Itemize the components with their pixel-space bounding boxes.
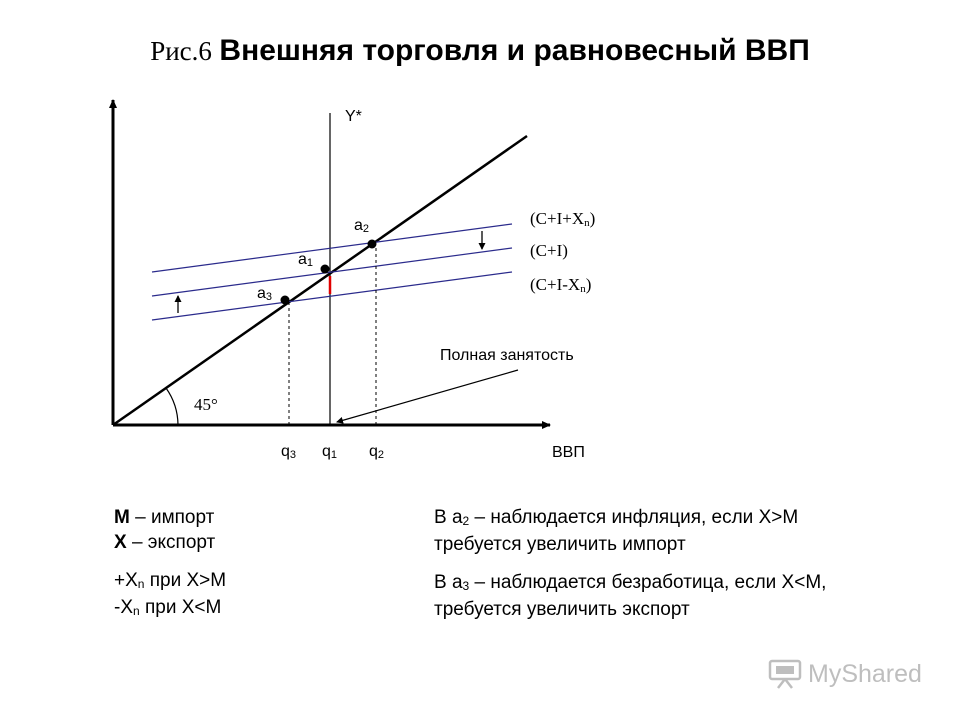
forty-five-degree-line [112, 134, 528, 427]
label-c-i-xn: (C+I+Xn) [530, 209, 595, 229]
label-c-i-minus-xn: (C+I-Xn) [530, 275, 591, 295]
tick-q1: q1 [322, 443, 337, 461]
page-title: Рис.6 Внешняя торговля и равновесный ВВП [0, 34, 960, 68]
watermark: MyShared [768, 656, 922, 692]
point-a3 [280, 295, 290, 305]
label-a1: a1 [298, 251, 313, 269]
label-a3: a3 [257, 285, 272, 303]
figure-number: Рис.6 [150, 36, 212, 66]
presentation-board-icon [768, 659, 802, 689]
note-inflation: В а2 – наблюдается инфляция, если Х>М [434, 507, 799, 528]
angle-label: 45° [194, 395, 218, 414]
figure-title: Внешняя торговля и равновесный ВВП [219, 34, 810, 67]
label-c-i: (C+I) [530, 241, 568, 260]
legend-right: В а2 – наблюдается инфляция, если Х>М тр… [434, 505, 826, 622]
legend-plus-xn: +Xn при Х>М [114, 570, 227, 591]
x-axis-label: ВВП [552, 444, 585, 461]
line-c-i [151, 247, 513, 297]
legend-export: Х – экспорт [114, 532, 216, 553]
line-c-i-xn [151, 223, 513, 273]
point-a1 [320, 264, 330, 274]
note-increase-export: требуется увеличить экспорт [434, 599, 690, 620]
legend-left: М – импорт Х – экспорт +Xn при Х>М -Xn п… [114, 505, 226, 622]
label-a2: a2 [354, 217, 369, 235]
tick-q3: q3 [281, 443, 296, 461]
line-c-i-minus-xn [151, 271, 513, 321]
full-employment-label: Полная занятость [440, 347, 574, 364]
angle-arc [165, 387, 179, 426]
note-unemployment: В а3 – наблюдается безработица, если Х<М… [434, 572, 827, 593]
legend-minus-xn: -Xn при Х<М [114, 597, 222, 618]
watermark-text: MyShared [808, 659, 922, 688]
note-increase-import: требуется увеличить импорт [434, 534, 686, 555]
full-employment-pointer [336, 369, 519, 424]
tick-q2: q2 [369, 443, 384, 461]
y-star-label: Y* [345, 108, 362, 125]
point-a2 [367, 239, 377, 249]
legend-import: М – импорт [114, 507, 215, 528]
